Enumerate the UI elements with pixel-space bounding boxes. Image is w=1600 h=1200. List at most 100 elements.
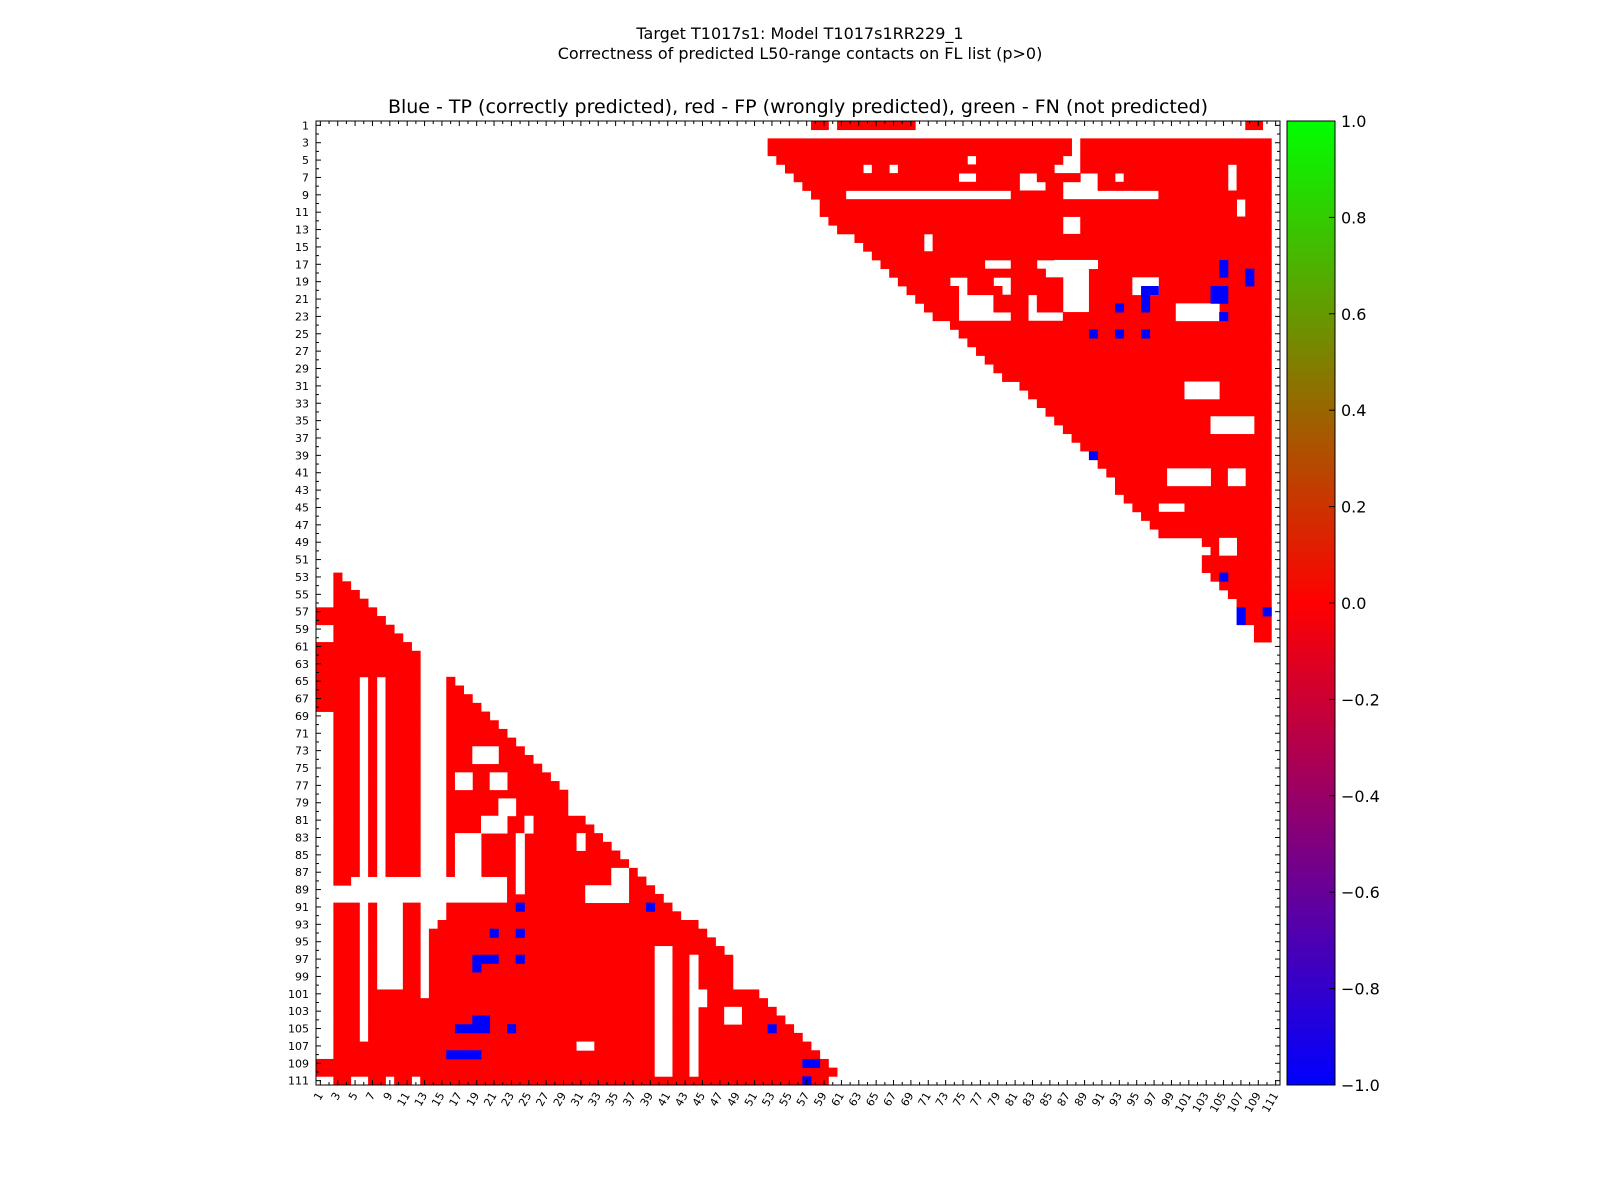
- fp-contact-cell: [368, 859, 378, 869]
- x-tick-label: 89: [1072, 1090, 1090, 1109]
- fp-contact-cell: [1010, 277, 1064, 287]
- fp-contact-cell: [897, 277, 951, 287]
- fp-contact-cell: [385, 746, 421, 756]
- fp-contact-cell: [1201, 555, 1272, 565]
- fp-contact-cell: [402, 911, 421, 921]
- fp-contact-cell: [385, 798, 421, 808]
- fp-contact-cell: [368, 928, 378, 938]
- fp-contact-cell: [368, 946, 378, 956]
- fp-contact-cell: [385, 841, 421, 851]
- tp-contact-cell: [481, 1015, 491, 1025]
- fp-contact-cell: [811, 121, 829, 131]
- tp-contact-cell: [1210, 286, 1220, 296]
- colorbar-tick-label: 1.0: [1341, 112, 1366, 131]
- colorbar-tick-label: −0.2: [1341, 690, 1380, 709]
- fp-contact-cell: [333, 937, 360, 947]
- y-tick-label: 85: [295, 849, 309, 862]
- tp-contact-cell: [507, 1024, 517, 1034]
- non-contact-gap: [489, 781, 508, 791]
- x-tick-label: 63: [846, 1090, 864, 1109]
- x-tick-label: 17: [447, 1090, 465, 1109]
- non-contact-gap: [498, 798, 517, 808]
- fp-contact-cell: [949, 320, 1272, 330]
- y-tick-label: 101: [288, 988, 309, 1001]
- non-contact-gap: [498, 807, 517, 817]
- non-contact-gap: [585, 885, 630, 895]
- fp-contact-cell: [837, 225, 1064, 235]
- tp-contact-cell: [463, 1024, 473, 1034]
- non-contact-gap: [689, 963, 699, 973]
- fp-contact-cell: [1227, 589, 1272, 600]
- fp-contact-cell: [1080, 164, 1229, 174]
- fp-contact-cell: [1036, 398, 1272, 408]
- fp-contact-cell: [428, 937, 716, 947]
- fp-contact-cell: [1245, 207, 1272, 217]
- fp-contact-cell: [385, 711, 421, 721]
- x-tick-label: 57: [794, 1090, 812, 1109]
- colorbar-tick-label: −1.0: [1341, 1076, 1380, 1095]
- y-tick-label: 83: [295, 831, 309, 844]
- fp-contact-cell: [819, 199, 1237, 209]
- fp-contact-cell: [333, 798, 360, 808]
- fp-contact-cell: [333, 998, 360, 1008]
- fp-contact-cell: [889, 268, 1046, 278]
- x-tick-label: 53: [759, 1090, 777, 1109]
- fp-contact-cell: [333, 772, 360, 782]
- x-tick-label: 43: [672, 1090, 690, 1109]
- non-contact-gap: [481, 815, 508, 825]
- x-tick-label: 61: [829, 1090, 847, 1109]
- fp-contact-cell: [1123, 494, 1272, 504]
- fp-contact-cell: [507, 885, 656, 895]
- tp-contact-cell: [472, 1050, 482, 1060]
- fp-contact-cell: [428, 954, 734, 964]
- fp-contact-cell: [402, 902, 421, 912]
- tp-contact-cell: [1219, 294, 1229, 304]
- x-tick-label: 91: [1089, 1090, 1107, 1109]
- y-tick-label: 89: [295, 884, 309, 897]
- tp-contact-cell: [1088, 329, 1099, 339]
- axis-ticks: [316, 121, 1280, 1085]
- fp-contact-cell: [1114, 485, 1272, 495]
- fp-contact-cell: [446, 685, 465, 695]
- x-tick-label: 75: [950, 1090, 968, 1109]
- non-contact-gap: [1167, 477, 1211, 487]
- fp-contact-cell: [1210, 546, 1272, 556]
- fp-contact-cell: [446, 676, 456, 686]
- fp-contact-cell: [932, 242, 1272, 252]
- x-tick-label: 105: [1207, 1090, 1229, 1115]
- fp-contact-cell: [385, 815, 421, 825]
- non-contact-gap: [654, 972, 673, 982]
- tp-contact-cell: [1219, 268, 1229, 278]
- fp-contact-cell: [333, 807, 360, 817]
- y-tick-label: 5: [302, 154, 309, 167]
- fp-contact-cell: [368, 833, 378, 843]
- y-tick-label: 33: [295, 397, 309, 410]
- fp-contact-cell: [1253, 633, 1272, 643]
- non-contact-gap: [472, 746, 499, 756]
- y-tick-label: 51: [295, 554, 309, 567]
- fp-contact-cell: [368, 798, 378, 808]
- fp-contact-cell: [984, 355, 1272, 365]
- tp-contact-cell: [515, 928, 525, 938]
- non-contact-gap: [654, 1067, 673, 1077]
- fp-contact-cell: [1036, 294, 1064, 304]
- fp-contact-cell: [976, 155, 1064, 165]
- y-tick-label: 9: [302, 189, 309, 202]
- fp-contact-cell: [446, 902, 673, 912]
- x-tick-label: 69: [898, 1090, 916, 1109]
- fp-contact-cell: [446, 763, 543, 773]
- x-tick-label: 97: [1141, 1090, 1159, 1109]
- y-tick-label: 105: [288, 1023, 309, 1036]
- tp-contact-cell: [1141, 303, 1151, 313]
- x-tick-label: 29: [551, 1090, 569, 1109]
- y-tick-label: 97: [295, 953, 309, 966]
- y-tick-label: 27: [295, 345, 309, 358]
- non-contact-gap: [689, 1015, 699, 1025]
- fp-contact-cell: [915, 294, 960, 304]
- tp-contact-cell: [1219, 572, 1229, 582]
- tp-contact-cell: [446, 1050, 456, 1060]
- fp-contact-cell: [1054, 416, 1272, 426]
- fp-contact-cell: [446, 702, 482, 712]
- tp-contact-cell: [1236, 607, 1246, 617]
- fp-contact-cell: [368, 937, 378, 947]
